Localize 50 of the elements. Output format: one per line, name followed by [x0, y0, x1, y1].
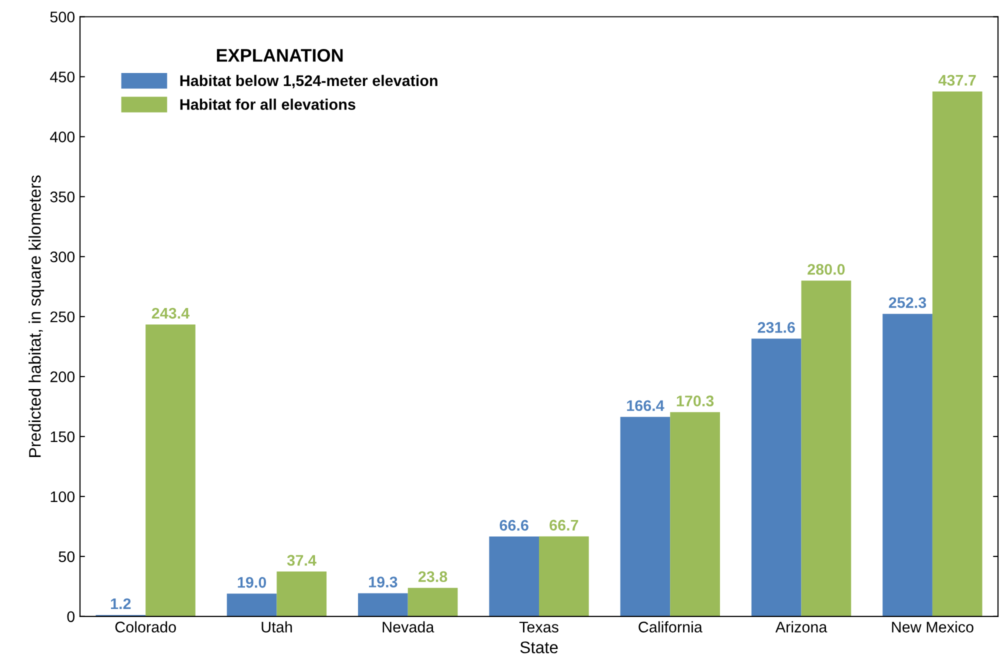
y-tick-label: 500 — [50, 12, 75, 22]
bar — [539, 536, 589, 616]
data-label: 1.2 — [111, 598, 131, 610]
data-label: 437.7 — [938, 74, 976, 86]
y-tick-label: 400 — [50, 132, 75, 142]
data-label: 170.3 — [676, 396, 714, 406]
x-tick-label: Nevada — [382, 621, 434, 632]
data-label: 280.0 — [808, 264, 845, 275]
data-label: 243.4 — [152, 308, 190, 319]
legend-label: Habitat for all elevations — [180, 98, 356, 110]
bar — [801, 280, 852, 616]
bar — [670, 412, 720, 616]
bar — [882, 314, 932, 616]
y-tick-label: 50 — [58, 551, 75, 562]
y-tick-label: 100 — [50, 491, 75, 502]
y-tick-label: 250 — [50, 311, 75, 322]
y-tick-label: 300 — [50, 251, 75, 262]
legend-title: EXPLANATION — [216, 48, 343, 62]
x-tick-label: Arizona — [775, 621, 828, 632]
y-tick-label: 450 — [50, 72, 75, 82]
data-label: 231.6 — [758, 322, 795, 333]
data-label: 37.4 — [287, 554, 316, 566]
y-axis-title: Predicted habitat, in square kilometers — [28, 175, 44, 457]
bar — [408, 588, 458, 616]
legend-label: Habitat below 1,524-meter elevation — [180, 74, 438, 88]
data-label: 19.0 — [238, 576, 266, 588]
bar — [489, 536, 539, 616]
bar — [276, 572, 327, 616]
data-label: 252.3 — [888, 297, 926, 308]
x-tick-label: New Mexico — [892, 621, 974, 632]
x-tick-label: Colorado — [115, 621, 176, 632]
x-tick-label: Texas — [519, 622, 558, 632]
bar — [620, 416, 670, 616]
y-tick-label: 200 — [50, 371, 75, 382]
bar — [751, 338, 802, 616]
y-tick-label: 350 — [50, 192, 75, 202]
x-axis-title: State — [520, 642, 558, 654]
bar — [932, 91, 982, 616]
data-label: 166.4 — [627, 400, 664, 412]
bar — [358, 593, 408, 616]
data-label: 19.3 — [369, 576, 398, 588]
bar — [226, 594, 277, 616]
data-label: 66.7 — [550, 520, 578, 531]
y-tick-label: 150 — [50, 431, 75, 442]
bar — [146, 324, 196, 616]
data-label: 23.8 — [418, 571, 448, 582]
data-label: 66.6 — [500, 520, 528, 531]
x-tick-label: California — [638, 621, 702, 632]
x-tick-label: Utah — [262, 621, 292, 632]
y-tick-label: 0 — [67, 611, 75, 622]
